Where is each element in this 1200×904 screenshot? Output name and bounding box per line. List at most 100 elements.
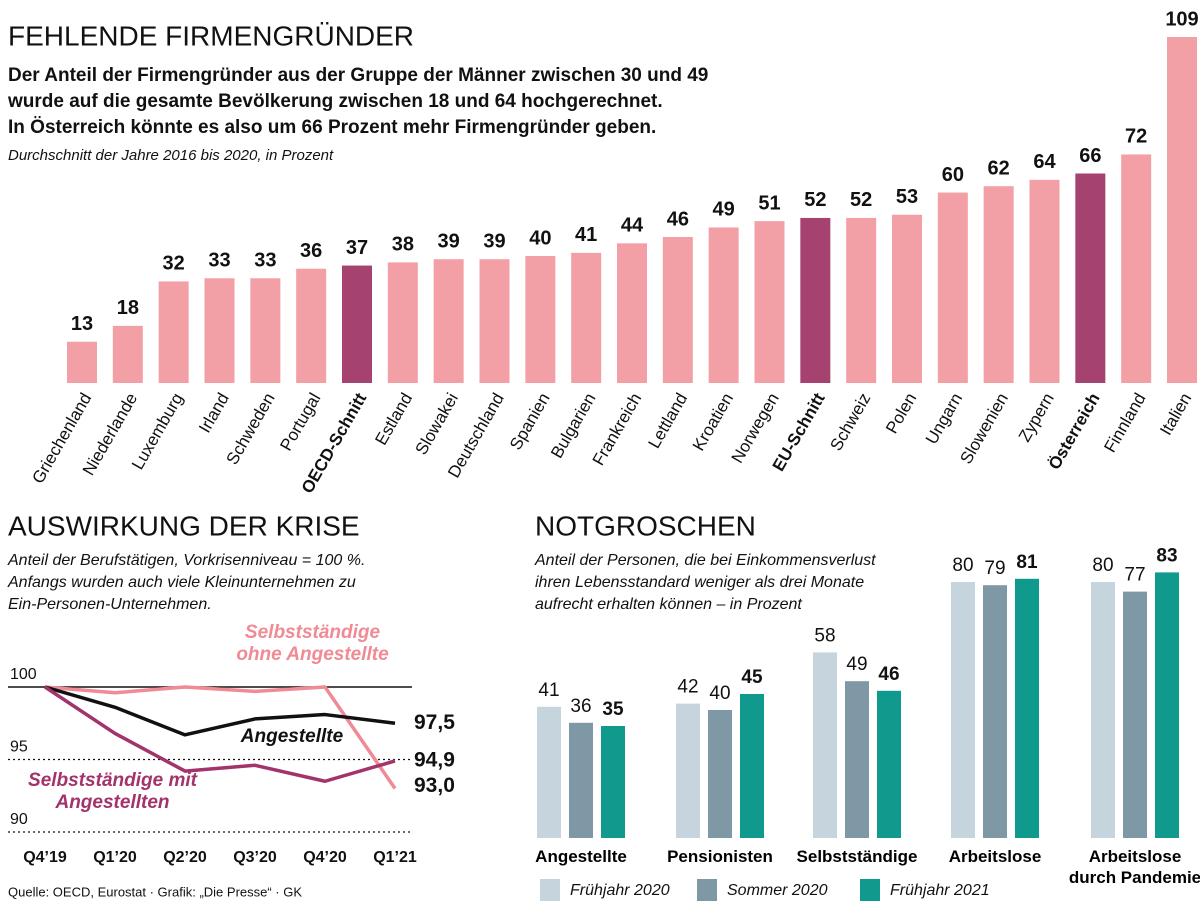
value-label: 49: [713, 199, 735, 221]
y-tick-label: 95: [10, 739, 28, 756]
subtitle: Anfangs wurden auch viele Kleinunternehm…: [7, 574, 356, 591]
bar: [250, 278, 281, 383]
bar: [800, 217, 831, 383]
bar: [342, 265, 372, 383]
bar: [877, 690, 901, 838]
legend-swatch: [860, 879, 880, 901]
bar: [676, 703, 700, 838]
value-label: 52: [804, 189, 826, 211]
bar: [571, 252, 602, 383]
x-tick-label: Irland: [195, 390, 233, 436]
value-label: 58: [814, 625, 835, 646]
value-label: 40: [709, 683, 730, 704]
bar: [1155, 572, 1179, 838]
bar: [892, 214, 922, 383]
legend-label: Frühjahr 2020: [570, 882, 670, 899]
x-tick-label: Kroatien: [689, 390, 737, 454]
series-label: Angestellte: [240, 726, 344, 747]
x-tick-label: Q4’19: [23, 849, 67, 866]
bar: [204, 278, 235, 383]
value-label: 93,0: [414, 774, 455, 797]
bar: [525, 256, 556, 383]
series-label: Selbstständige mit Angestellten: [28, 770, 197, 813]
value-label: 46: [878, 664, 899, 685]
line: [44, 685, 396, 737]
x-tick-label: Q2’20: [163, 849, 207, 866]
x-tick-label: Ungarn: [922, 390, 966, 448]
bar: [845, 681, 869, 838]
value-label: 80: [952, 555, 973, 576]
x-tick-label: Zypern: [1015, 390, 1058, 445]
bar: [813, 652, 837, 838]
value-label: 13: [71, 313, 93, 335]
bar: [537, 706, 561, 838]
bar: [1029, 179, 1060, 383]
subtitle: wurde auf die gesamte Bevölkerung zwisch…: [7, 91, 663, 112]
subtitle: aufrecht erhalten können – in Prozent: [535, 596, 802, 613]
bar: [296, 268, 327, 383]
subtitle: Der Anteil der Firmengründer aus der Gru…: [8, 65, 708, 86]
series-label: Selbstständige ohne Angestellte: [236, 622, 389, 665]
value-label: 32: [163, 253, 185, 275]
bar: [67, 341, 97, 383]
bar: [569, 722, 593, 838]
value-label: 35: [602, 699, 624, 720]
value-label: 39: [483, 230, 505, 252]
value-label: 46: [667, 208, 689, 230]
value-label: 33: [208, 250, 230, 272]
value-label: 62: [988, 157, 1010, 179]
bar: [951, 582, 975, 838]
chart-title: FEHLENDE FIRMENGRÜNDER: [8, 20, 414, 51]
bar: [387, 262, 418, 383]
value-label: 42: [677, 677, 698, 698]
subtitle: In Österreich könnte es also um 66 Proze…: [8, 117, 656, 138]
x-tick-label: Slowakei: [412, 390, 462, 458]
x-tick-label: Schweiz: [826, 390, 874, 454]
value-label: 79: [984, 558, 1005, 579]
x-tick-label: Q4’20: [303, 849, 347, 866]
value-label: 72: [1125, 126, 1147, 148]
bar: [433, 259, 464, 383]
value-label: 64: [1033, 151, 1056, 173]
x-tick-label: Italien: [1156, 390, 1195, 439]
value-label: 18: [117, 297, 139, 319]
value-label: 38: [392, 234, 414, 256]
bar: [740, 694, 764, 838]
value-label: 49: [846, 654, 867, 675]
subtitle: Anteil der Personen, die bei Einkommensv…: [534, 552, 876, 569]
bar: [1167, 37, 1197, 383]
bar: [983, 585, 1007, 838]
x-tick-label: Arbeitslose durch Pandemie: [1068, 847, 1200, 887]
legend-swatch: [540, 879, 560, 901]
source: Quelle: OECD, Eurostat · Grafik: „Die Pr…: [8, 884, 302, 899]
x-tick-label: Portugal: [276, 390, 324, 454]
value-label: 41: [538, 680, 559, 701]
bar: [846, 217, 877, 383]
bar: [983, 186, 1014, 383]
value-label: 80: [1092, 555, 1113, 576]
bar: [1015, 578, 1039, 838]
bar: [754, 221, 785, 383]
value-label: 52: [850, 189, 872, 211]
x-tick-label: Q1’21: [373, 849, 417, 866]
bar: [617, 243, 647, 383]
subtitle: ihren Lebensstandard weniger als drei Mo…: [535, 574, 864, 591]
bar: [1121, 154, 1152, 383]
bar: [708, 227, 739, 383]
line: [44, 685, 396, 783]
legend-label: Frühjahr 2021: [890, 882, 990, 899]
y-tick-label: 90: [10, 811, 28, 828]
y-tick-label: 100: [10, 666, 37, 683]
bar: [601, 726, 625, 838]
bar: [662, 236, 693, 383]
bar: [1123, 591, 1147, 838]
value-label: 53: [896, 186, 918, 208]
x-tick-label: Q3’20: [233, 849, 277, 866]
value-label: 36: [570, 696, 591, 717]
value-label: 97,5: [414, 711, 455, 734]
value-label: 51: [758, 192, 780, 214]
x-tick-label: Arbeitslose: [948, 847, 1042, 866]
bar: [158, 281, 189, 383]
subtitle: Anteil der Berufstätigen, Vorkrisennivea…: [7, 552, 365, 569]
